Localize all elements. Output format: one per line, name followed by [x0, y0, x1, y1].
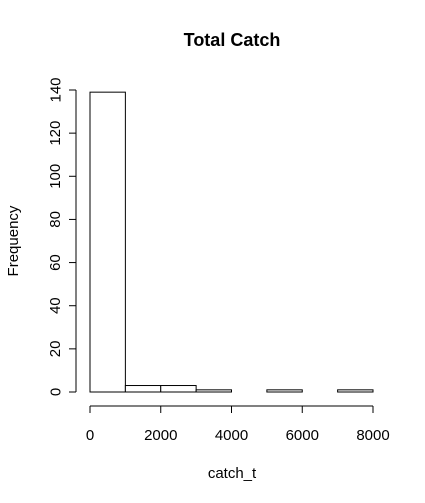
- histogram-bar-2: [160, 385, 197, 393]
- histogram-bar-0: [89, 91, 126, 393]
- x-tick-label-3: 6000: [286, 427, 319, 444]
- bars-group: [89, 91, 374, 393]
- x-tick-label-0: 0: [86, 427, 94, 444]
- x-axis-label: catch_t: [208, 465, 257, 482]
- histogram-bar-1: [124, 385, 162, 393]
- x-axis: 0 2000 4000 6000 8000: [86, 405, 390, 444]
- y-tick-label-3: 60: [47, 254, 64, 271]
- y-tick-label-6: 120: [47, 121, 64, 146]
- x-tick-label-2: 4000: [215, 427, 248, 444]
- x-tick-label-1: 2000: [144, 427, 177, 444]
- y-axis: 0 20 40 60 80 100 120 140: [47, 77, 77, 396]
- y-tick-label-2: 40: [47, 297, 64, 314]
- y-axis-label: Frequency: [5, 205, 22, 276]
- y-tick-label-7: 140: [47, 77, 64, 102]
- y-tick-label-1: 20: [47, 341, 64, 358]
- y-tick-label-4: 80: [47, 211, 64, 228]
- histogram-bar-5: [266, 389, 303, 393]
- y-tick-label-0: 0: [47, 388, 64, 396]
- histogram-bar-7: [337, 389, 374, 393]
- chart-title: Total Catch: [184, 30, 281, 50]
- histogram-bar-3: [195, 389, 232, 393]
- y-tick-label-5: 100: [47, 164, 64, 189]
- x-tick-label-4: 8000: [356, 427, 389, 444]
